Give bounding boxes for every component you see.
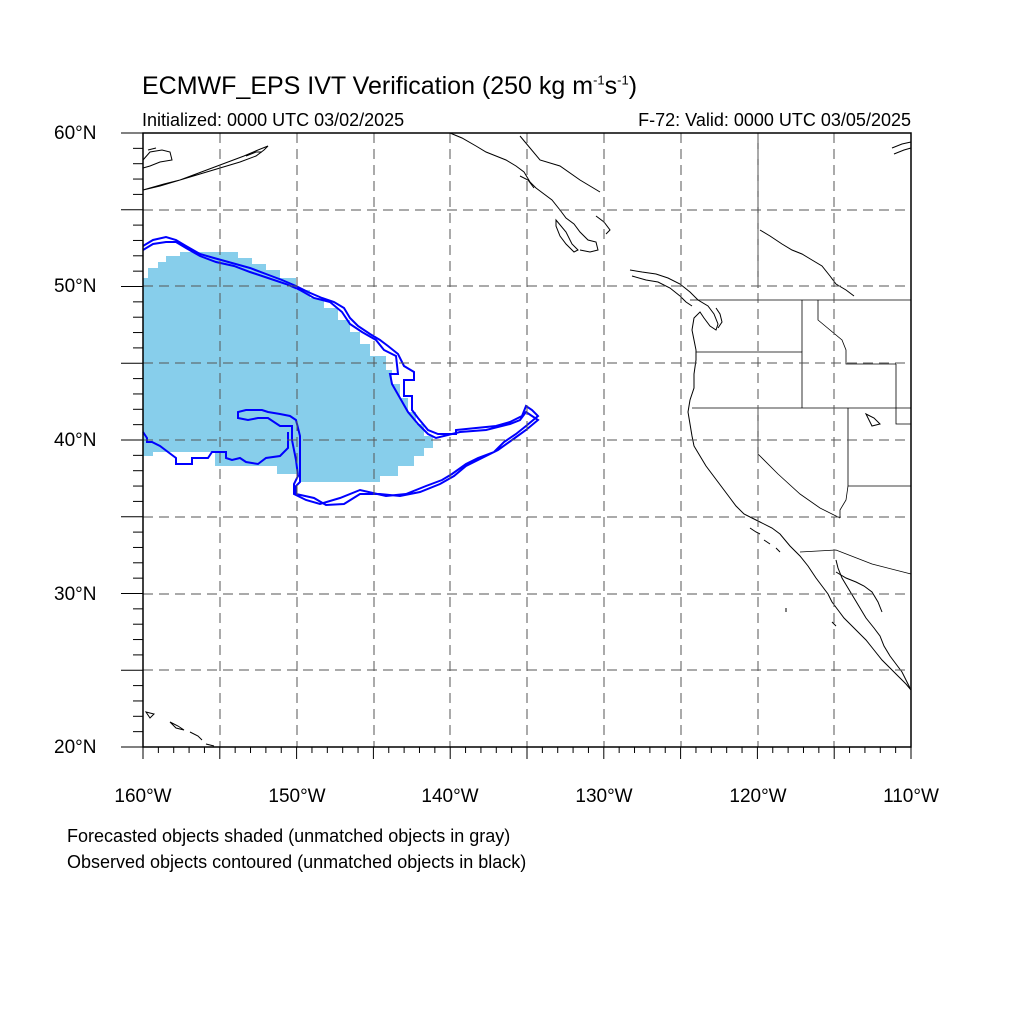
lat-label-60n: 60°N xyxy=(54,123,97,144)
forecast-object xyxy=(143,252,433,482)
lon-label-120w: 120°W xyxy=(729,786,787,807)
lat-label-30n: 30°N xyxy=(54,584,97,605)
lon-label-140w: 140°W xyxy=(421,786,479,807)
lat-label-20n: 20°N xyxy=(54,737,97,758)
political-borders xyxy=(690,133,912,575)
lon-label-110w: 110°W xyxy=(883,786,939,807)
tick-marks xyxy=(121,132,912,759)
observed-note: Observed objects contoured (unmatched ob… xyxy=(67,852,527,872)
lon-label-150w: 150°W xyxy=(268,786,326,807)
coastlines xyxy=(142,132,912,747)
observed-object-north xyxy=(142,235,540,507)
init-time-label: Initialized: 0000 UTC 03/02/2025 xyxy=(142,110,405,130)
lon-label-130w: 130°W xyxy=(575,786,633,807)
lon-label-160w: 160°W xyxy=(114,786,172,807)
forecast-note: Forecasted objects shaded (unmatched obj… xyxy=(67,826,511,846)
valid-time-label: F-72: Valid: 0000 UTC 03/05/2025 xyxy=(638,110,911,130)
lat-label-40n: 40°N xyxy=(54,430,97,451)
lat-label-50n: 50°N xyxy=(54,276,97,297)
map-title: ECMWF_EPS IVT Verification (250 kg m-1s-… xyxy=(142,72,638,100)
graticule xyxy=(143,133,911,747)
observed-object-west xyxy=(142,431,289,466)
